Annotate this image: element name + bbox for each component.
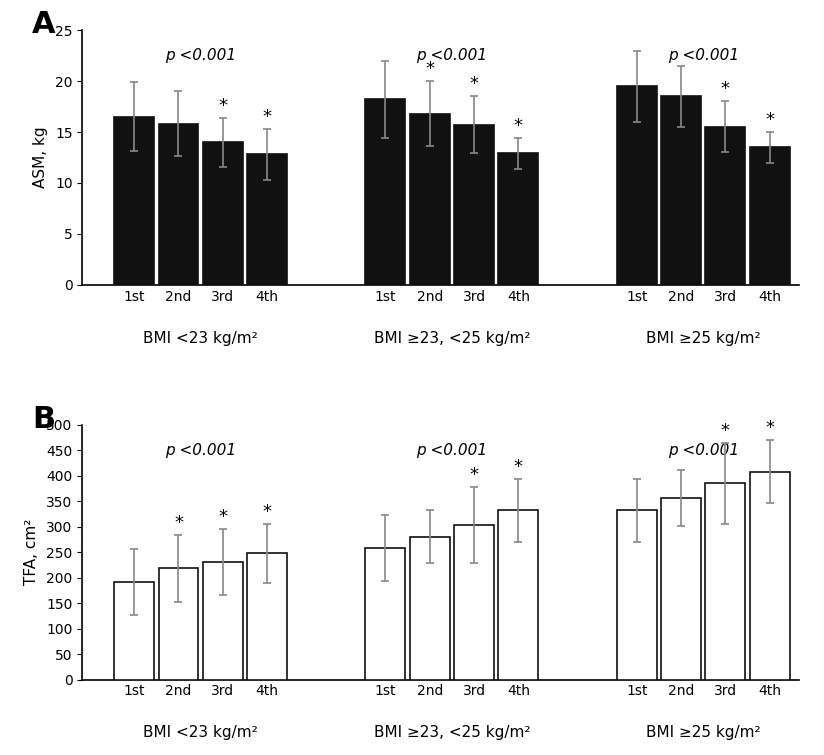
Text: *: *: [514, 458, 523, 476]
Bar: [247, 553, 287, 680]
Bar: [750, 472, 789, 680]
Text: *: *: [721, 81, 730, 98]
Text: BMI ≥25 kg/m²: BMI ≥25 kg/m²: [646, 331, 761, 346]
Bar: [499, 153, 538, 285]
Text: *: *: [263, 503, 272, 521]
Y-axis label: TFA, cm²: TFA, cm²: [25, 519, 40, 585]
Bar: [661, 498, 701, 680]
Bar: [410, 537, 450, 680]
Text: BMI ≥23, <25 kg/m²: BMI ≥23, <25 kg/m²: [373, 726, 530, 741]
Text: p <0.001: p <0.001: [416, 48, 488, 63]
Bar: [158, 569, 199, 680]
Text: *: *: [218, 508, 227, 526]
Bar: [366, 548, 405, 680]
Bar: [750, 147, 789, 285]
Bar: [616, 510, 657, 680]
Text: *: *: [174, 514, 183, 532]
Text: BMI <23 kg/m²: BMI <23 kg/m²: [143, 726, 258, 741]
Bar: [115, 117, 154, 285]
Y-axis label: ASM, kg: ASM, kg: [33, 127, 48, 188]
Bar: [661, 97, 701, 285]
Text: *: *: [425, 60, 434, 78]
Bar: [203, 562, 243, 680]
Text: p <0.001: p <0.001: [416, 442, 488, 458]
Text: BMI ≥25 kg/m²: BMI ≥25 kg/m²: [646, 726, 761, 741]
Text: *: *: [470, 466, 479, 484]
Bar: [366, 100, 405, 285]
Text: *: *: [765, 111, 775, 129]
Bar: [499, 510, 538, 680]
Bar: [410, 114, 450, 285]
Text: *: *: [263, 108, 272, 126]
Bar: [203, 142, 243, 285]
Text: BMI <23 kg/m²: BMI <23 kg/m²: [143, 331, 258, 346]
Text: *: *: [765, 419, 775, 437]
Text: *: *: [514, 117, 523, 135]
Text: B: B: [32, 405, 55, 433]
Text: BMI ≥23, <25 kg/m²: BMI ≥23, <25 kg/m²: [373, 331, 530, 346]
Bar: [705, 127, 746, 285]
Text: *: *: [218, 97, 227, 115]
Text: *: *: [721, 421, 730, 439]
Bar: [115, 581, 154, 680]
Bar: [247, 155, 287, 285]
Bar: [158, 124, 199, 285]
Bar: [454, 525, 494, 680]
Bar: [616, 86, 657, 285]
Text: A: A: [32, 10, 56, 39]
Text: *: *: [470, 76, 479, 94]
Text: p <0.001: p <0.001: [667, 442, 739, 458]
Text: p <0.001: p <0.001: [165, 48, 236, 63]
Bar: [705, 483, 746, 680]
Text: p <0.001: p <0.001: [165, 442, 236, 458]
Text: p <0.001: p <0.001: [667, 48, 739, 63]
Bar: [454, 125, 494, 285]
